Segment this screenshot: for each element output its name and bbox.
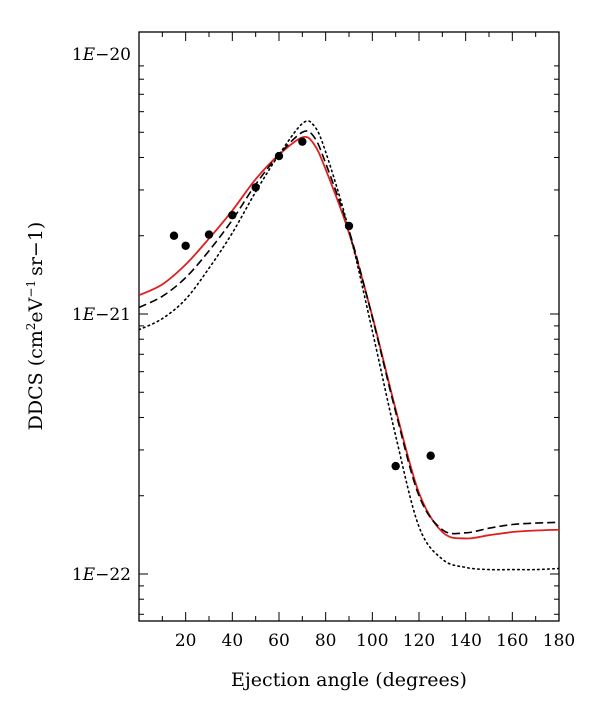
y-axis-title: DDCS (cm2eV−1 sr−1) [24,222,47,431]
data-point [204,230,214,239]
data-point [274,151,284,161]
data-point [298,137,307,146]
y-tick-e: E [82,305,96,325]
x-tick-label: 100 [356,631,388,651]
x-tick-label: 80 [315,631,337,651]
y-tick-mantissa: 1 [72,45,83,65]
y-tick-mantissa: 1 [72,305,83,325]
y-tick-label: 1E−22 [72,565,131,585]
y-axis-title-prefix: DDCS (cm [25,330,47,430]
y-tick-mantissa: 1 [72,565,83,585]
y-axis-title-mid: eV [25,297,47,322]
x-axis-ticks: 20 40 60 80 100 120 140 160 180 [161,32,575,651]
data-point [426,451,435,460]
y-tick-e: E [82,45,96,65]
y-tick-label: 1E−21 [72,305,131,325]
x-tick-label: 180 [543,631,575,651]
plot-frame [138,31,560,622]
y-axis-title-suffix: sr−1) [25,222,47,276]
y-tick-e: E [82,565,96,585]
y-tick-exp: −20 [95,45,131,65]
markers-group [169,137,435,471]
series-line-solid [139,136,559,540]
y-tick-exp: −22 [95,565,131,585]
y-axis-title-sup2: −1 [24,280,38,298]
x-tick-label: 20 [175,631,197,651]
data-point [391,461,400,471]
data-point [228,210,237,220]
series-line-dashed [139,130,559,535]
y-tick-exp: −21 [95,305,131,325]
x-tick-label: 140 [449,631,481,651]
x-tick-label: 160 [496,631,528,651]
data-point [251,183,260,192]
x-tick-label: 60 [268,631,290,651]
y-tick-label: 1E−20 [72,45,131,65]
series-line-dotted [139,120,559,571]
data-point [344,221,354,231]
data-point [181,241,190,250]
x-axis-title: Ejection angle (degrees) [231,669,467,691]
x-tick-label: 120 [403,631,435,651]
x-tick-label: 40 [222,631,244,651]
series-group [139,120,559,571]
y-axis-title-sup1: 2 [24,323,38,331]
data-point [169,231,179,240]
